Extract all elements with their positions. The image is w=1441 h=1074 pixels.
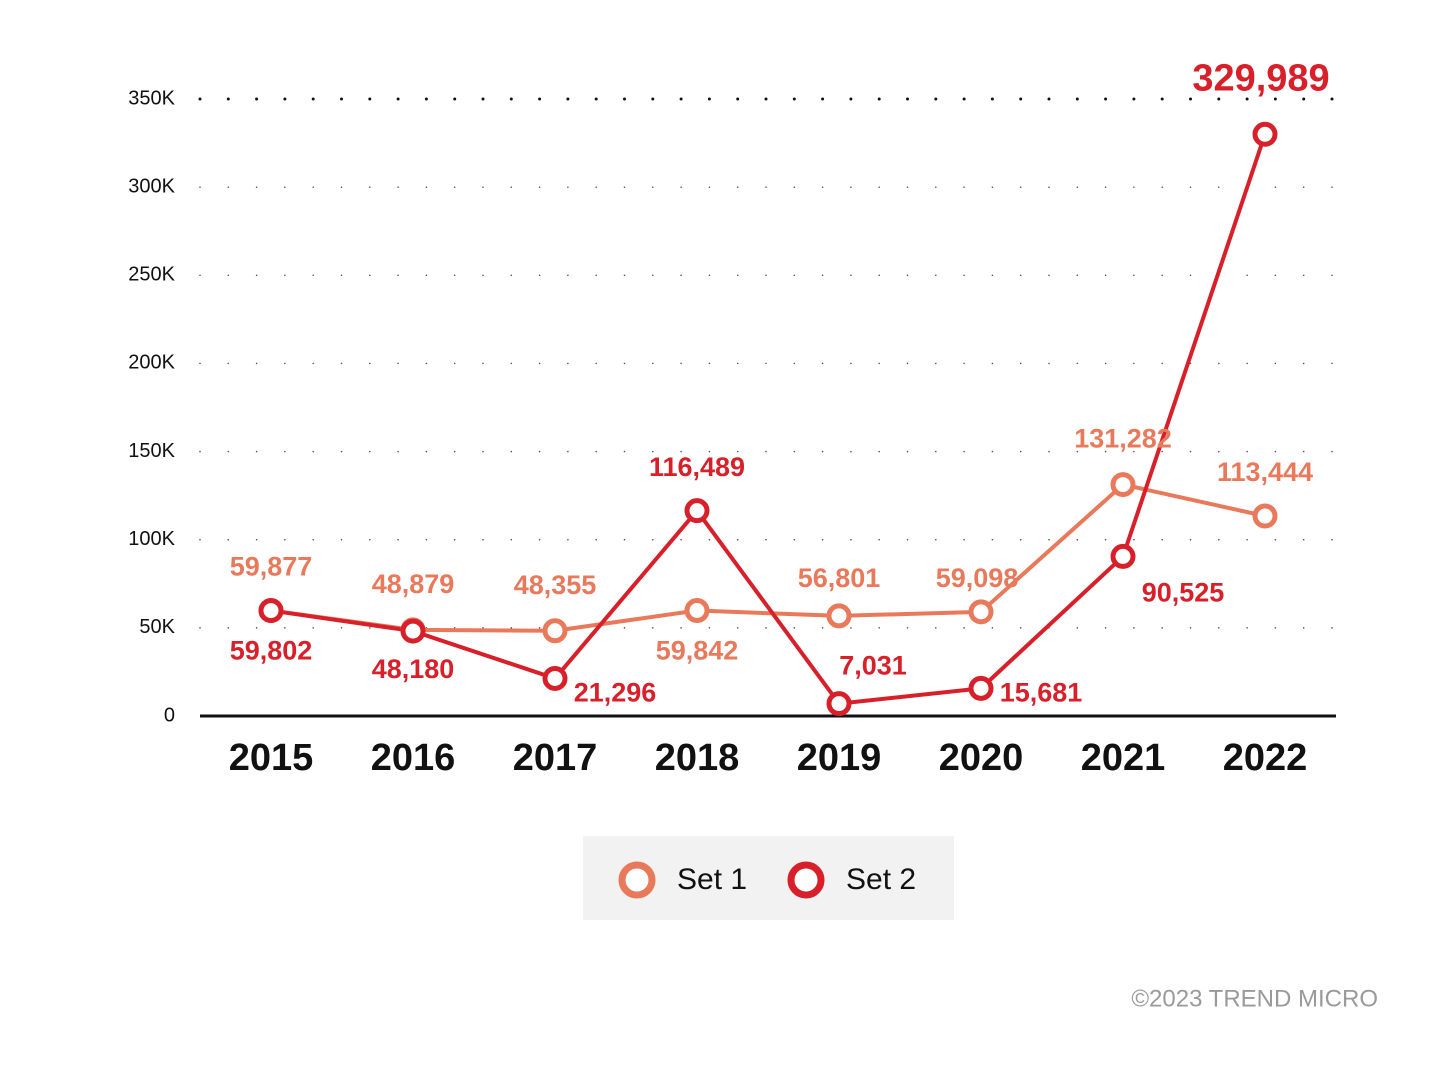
point [542,665,568,691]
x-tick-label: 2019 [797,737,882,779]
y-tick-label: 100K [128,528,175,550]
y-tick-label: 250K [128,264,175,286]
legend-marker [618,861,656,899]
data-label: 131,282 [1074,424,1172,454]
data-label: 48,879 [372,569,455,599]
legend-marker [787,861,825,899]
data-label: 59,802 [230,636,313,666]
point [1110,472,1136,498]
point [968,599,994,625]
y-tick-label: 300K [128,175,175,197]
x-tick-label: 2022 [1223,737,1308,779]
data-label: 113,444 [1217,457,1313,487]
x-tick-label: 2021 [1081,737,1166,779]
point [1252,503,1278,529]
data-label: 21,296 [574,678,657,708]
y-tick-label: 50K [139,616,175,638]
x-tick-label: 2020 [939,737,1024,779]
data-label: 329,989 [1192,57,1329,99]
point [826,691,852,717]
y-tick-label: 200K [128,352,175,374]
data-label: 59,842 [656,636,739,666]
legend-label: Set 1 [677,863,747,896]
point [542,618,568,644]
point [1110,543,1136,569]
y-tick-label: 150K [128,440,175,462]
point [684,598,710,624]
point [400,618,426,644]
x-tick-label: 2016 [371,737,456,779]
y-tick-label: 0 [164,704,175,726]
data-label: 15,681 [1000,677,1083,707]
x-tick-label: 2017 [513,737,598,779]
data-label: 59,877 [230,552,313,582]
series-line [270,133,1267,706]
data-label: 7,031 [839,651,907,681]
point [826,603,852,629]
series-line [270,482,1266,633]
data-label: 116,489 [649,452,745,482]
source: ©2023 TREND MICRO [1131,985,1378,1012]
x-tick-label: 2015 [229,737,314,779]
data-label: 48,180 [372,654,455,684]
data-label: 59,098 [936,563,1019,593]
x-tick-label: 2018 [655,737,740,779]
data-label: 48,355 [514,570,597,600]
point [258,598,284,624]
data-label: 90,525 [1142,578,1225,608]
point [684,498,710,524]
point [1252,121,1278,147]
legend-label: Set 2 [846,863,916,896]
data-label: 56,801 [798,563,881,593]
y-tick-label: 350K [128,87,175,109]
point [968,675,994,701]
